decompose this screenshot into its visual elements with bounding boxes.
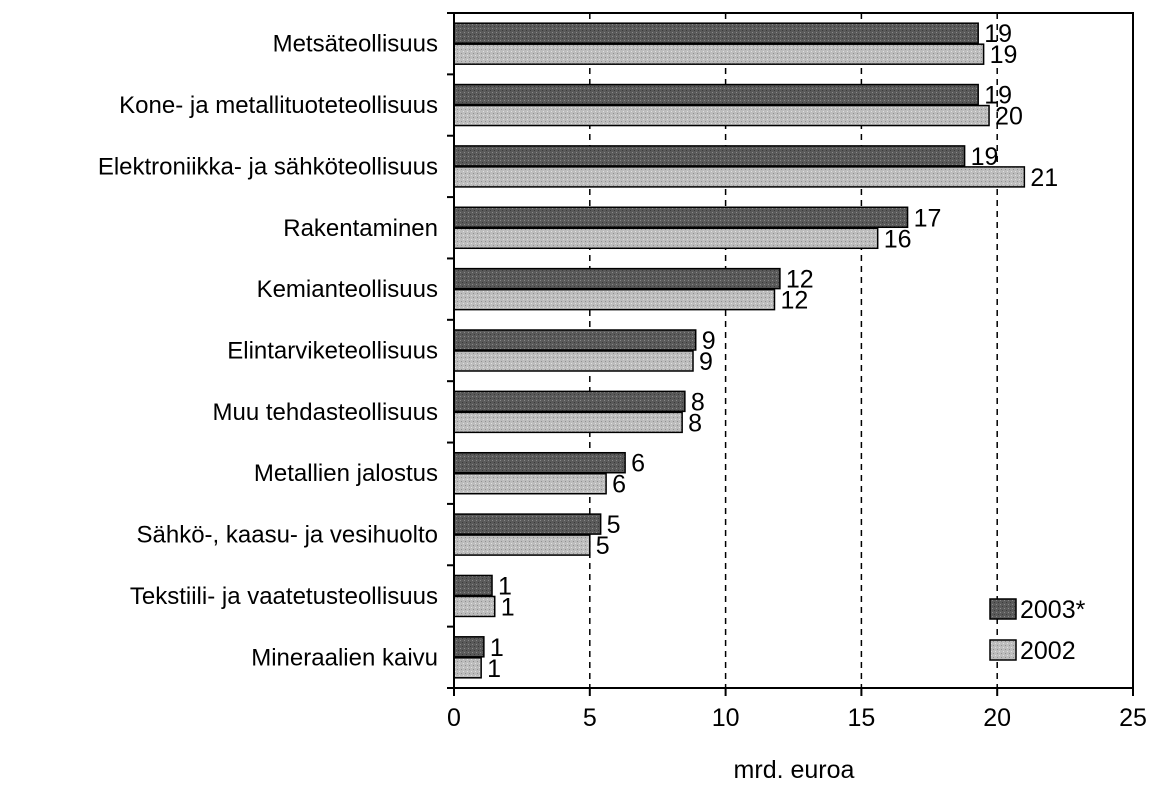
- bar-2002-5: [453, 350, 694, 372]
- bar-2003-6: [453, 390, 686, 413]
- legend-label-2002: 2002: [1020, 637, 1076, 665]
- plot-frame: [453, 12, 1134, 689]
- bar-2003-7: [453, 451, 626, 474]
- bar-2002-6: [453, 411, 683, 434]
- x-axis-title: mrd. euroa: [734, 756, 855, 784]
- axes: 0 5 10 15 20 25: [447, 12, 1147, 732]
- data-label-2002-2: 21: [1030, 164, 1058, 192]
- bar-2003-5: [453, 329, 697, 351]
- data-label-2003-4: 12: [786, 266, 814, 294]
- bar-2002-4: [453, 288, 776, 311]
- category-label-3: Rakentaminen: [283, 215, 438, 242]
- category-label-6: Muu tehdasteollisuus: [213, 399, 438, 426]
- bar-2002-8: [453, 534, 591, 556]
- bar-2002-3: [453, 227, 879, 250]
- data-label-2002-9: 1: [501, 593, 515, 621]
- x-tick-label-15: 15: [847, 704, 875, 732]
- bar-2003-0: [453, 22, 979, 44]
- data-label-2003-0: 19: [984, 20, 1012, 48]
- data-label-2003-5: 9: [702, 327, 716, 355]
- data-label-2002-4: 12: [780, 287, 808, 315]
- category-label-9: Tekstiili- ja vaatetusteollisuus: [130, 583, 438, 610]
- legend-swatch-2002: [989, 639, 1017, 661]
- data-label-2003-6: 8: [691, 388, 705, 416]
- bars: [453, 22, 1026, 679]
- category-label-0: Metsäteollisuus: [273, 31, 438, 58]
- category-label-7: Metallien jalostus: [254, 460, 438, 487]
- bar-2002-0: [453, 43, 985, 65]
- x-tick-label-0: 0: [447, 704, 461, 732]
- data-label-2002-10: 1: [487, 655, 501, 683]
- bar-2002-9: [453, 595, 496, 618]
- legend-swatch-2003: [989, 598, 1017, 620]
- data-label-2002-3: 16: [884, 225, 912, 253]
- data-label-2003-1: 19: [984, 82, 1012, 110]
- legend-label-2003: 2003*: [1020, 596, 1086, 624]
- category-label-1: Kone- ja metallituoteteollisuus: [119, 92, 438, 119]
- category-label-10: Mineraalien kaivu: [251, 644, 438, 671]
- bar-2002-2: [453, 166, 1026, 188]
- bar-2002-10: [453, 657, 482, 679]
- category-label-4: Kemianteollisuus: [257, 276, 438, 303]
- data-label-2002-1: 20: [995, 103, 1023, 131]
- data-label-2002-8: 5: [596, 532, 610, 560]
- x-tick-label-25: 25: [1119, 704, 1147, 732]
- data-label-2002-5: 9: [699, 348, 713, 376]
- data-label-2003-9: 1: [498, 572, 512, 600]
- data-label-2002-0: 19: [990, 41, 1018, 69]
- data-label-2003-8: 5: [607, 511, 621, 539]
- category-label-2: Elektroniikka- ja sähköteollisuus: [98, 153, 438, 180]
- x-tick-label-10: 10: [712, 704, 740, 732]
- legend: 2003* 2002: [989, 596, 1086, 665]
- bar-2003-4: [453, 267, 781, 290]
- x-tick-label-5: 5: [583, 704, 597, 732]
- bar-2003-9: [453, 574, 493, 597]
- bar-2003-1: [453, 83, 979, 106]
- bar-2003-2: [453, 145, 966, 167]
- category-label-8: Sähkö-, kaasu- ja vesihuolto: [137, 522, 439, 549]
- bar-2002-1: [453, 104, 990, 127]
- bar-2003-3: [453, 206, 909, 229]
- category-labels: Metsäteollisuus Kone- ja metallituoteteol…: [98, 31, 438, 672]
- data-label-2003-2: 19: [971, 143, 999, 171]
- bar-2003-8: [453, 513, 602, 535]
- bar-2002-7: [453, 472, 607, 495]
- data-label-2003-3: 17: [914, 204, 942, 232]
- bar-2003-10: [453, 636, 485, 658]
- data-label-2003-10: 1: [490, 634, 504, 662]
- data-label-2003-7: 6: [631, 450, 645, 478]
- category-label-5: Elintarviketeollisuus: [227, 338, 438, 365]
- x-tick-label-20: 20: [983, 704, 1011, 732]
- data-label-2002-7: 6: [612, 471, 626, 499]
- data-label-2002-6: 8: [688, 409, 702, 437]
